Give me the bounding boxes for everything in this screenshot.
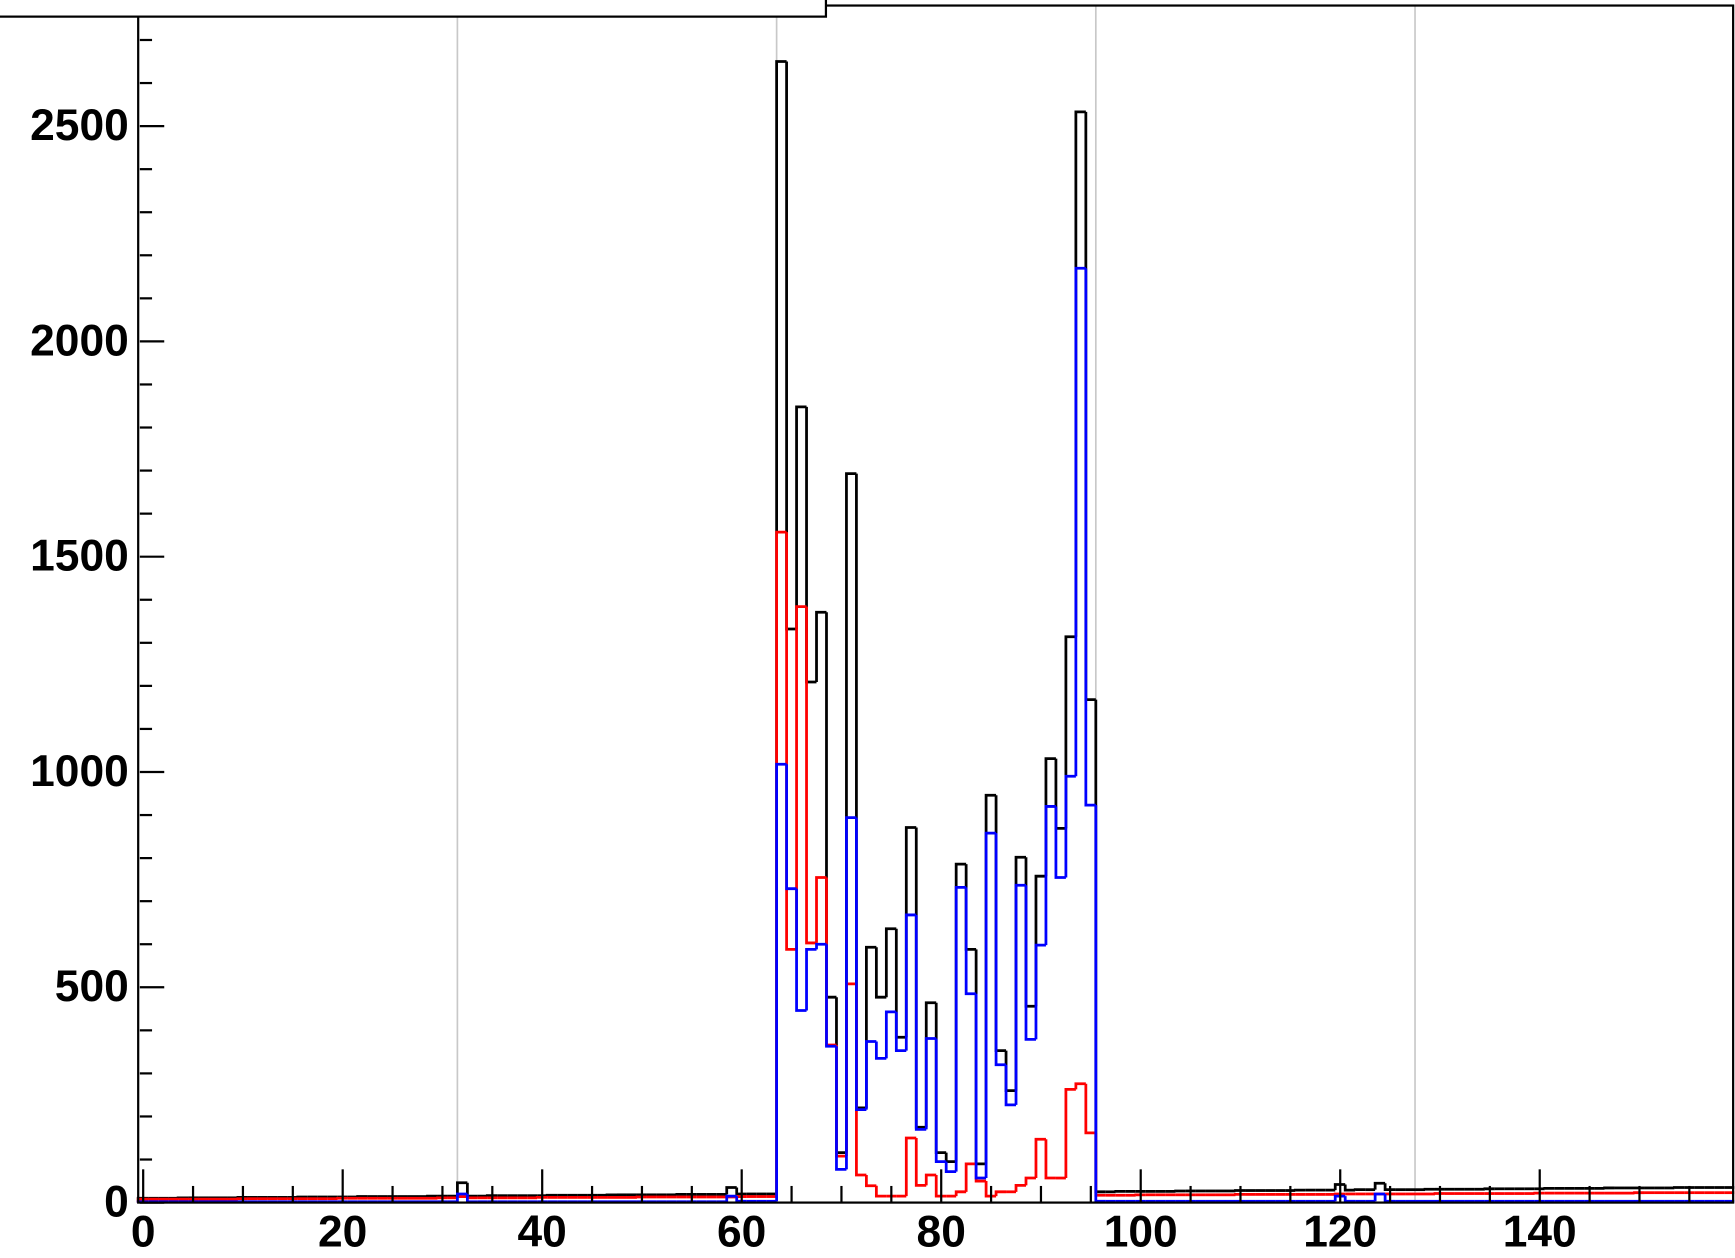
histogram-bin <box>456 1195 468 1198</box>
histogram-bin <box>725 1194 737 1202</box>
x-tick-label: 80 <box>917 1207 966 1256</box>
histogram-bin <box>1074 1082 1086 1090</box>
histogram-bin <box>964 887 977 996</box>
histogram-bin <box>1014 883 1026 1105</box>
histogram-bin <box>795 888 807 1012</box>
histogram-bin <box>1343 1196 1356 1203</box>
histogram-bin <box>1024 885 1036 1041</box>
histogram-bin <box>904 913 917 1051</box>
histogram-bin <box>874 1185 887 1198</box>
histogram-bin <box>924 1173 937 1186</box>
y-tick-label: 2000 <box>30 316 129 365</box>
histogram-bin <box>954 886 967 1172</box>
x-tick-label: 0 <box>131 1207 156 1256</box>
histogram-bin <box>1054 806 1066 879</box>
histogram-bin <box>775 762 787 1202</box>
histogram-bin <box>1064 1087 1076 1179</box>
y-tick-label: 500 <box>55 962 129 1011</box>
x-tick-label: 40 <box>518 1207 567 1256</box>
histogram-bin <box>845 816 857 1170</box>
histogram-bin <box>1064 774 1076 878</box>
histogram-bin <box>884 927 897 998</box>
histogram-bin <box>815 876 827 943</box>
histogram-bin <box>805 606 817 945</box>
histogram-bin <box>914 1137 927 1187</box>
histogram-bin <box>1333 1183 1346 1191</box>
histogram-bin <box>456 1192 468 1202</box>
histogram-bin <box>914 914 927 1131</box>
y-tick-label: 1000 <box>30 747 129 796</box>
histogram-bin <box>874 947 887 999</box>
histogram-bin <box>785 532 797 951</box>
histogram-bin <box>1333 1194 1346 1202</box>
histogram-bin <box>1024 1176 1036 1186</box>
histogram-bin <box>1034 1137 1046 1179</box>
histogram-bin <box>894 1011 907 1052</box>
title-box <box>0 0 828 18</box>
histogram-bin <box>954 1190 967 1197</box>
x-tick-label: 120 <box>1303 1207 1377 1256</box>
histogram-bin <box>865 1175 877 1188</box>
histogram-bin <box>456 1181 468 1197</box>
histogram-bin <box>1074 266 1086 777</box>
histogram-bin <box>984 831 997 1179</box>
histogram-bin <box>465 1196 478 1200</box>
histogram-bin <box>835 1046 847 1171</box>
histogram-bin <box>1383 1193 1396 1203</box>
histogram-bin <box>934 1038 947 1164</box>
histogram-bin <box>1383 1183 1396 1192</box>
histogram-bin <box>1343 1184 1356 1192</box>
histogram-bin <box>874 1041 887 1060</box>
frame <box>137 4 1735 1204</box>
histogram-bin <box>974 993 987 1180</box>
axes: 0 500 1000 1500 2000 2500 0 20 40 60 80 100 120 140 <box>30 38 1691 1256</box>
histogram-bin <box>855 817 867 1111</box>
histogram-bin <box>994 1190 1007 1197</box>
histogram-bin <box>805 948 817 1011</box>
histogram-bin <box>795 405 807 630</box>
histogram-bin <box>815 942 827 950</box>
histogram-bin <box>944 1161 957 1173</box>
histograms <box>136 60 1735 1204</box>
histogram-bin <box>1044 805 1056 946</box>
histogram-bin <box>795 605 807 950</box>
histogram-bin <box>1004 1064 1017 1107</box>
histogram-bin <box>1084 1083 1096 1135</box>
histogram-bin <box>1373 1192 1386 1202</box>
histogram-bin <box>1064 635 1076 829</box>
x-tick-label: 20 <box>318 1207 367 1256</box>
histogram-bin <box>1034 943 1046 1040</box>
histogram-bin <box>1094 805 1106 1203</box>
histogram-bin <box>884 1010 897 1059</box>
histogram-bin <box>725 1186 737 1195</box>
x-tick-label: 140 <box>1503 1207 1577 1256</box>
histogram-bin <box>865 1040 877 1110</box>
histogram-bin <box>924 1037 937 1130</box>
y-tick-label: 0 <box>104 1178 129 1227</box>
histogram-bin <box>984 1181 997 1198</box>
histogram-bin <box>1014 1183 1026 1192</box>
x-tick-label: 60 <box>717 1207 766 1256</box>
x-tick-label: 100 <box>1104 1207 1178 1256</box>
histogram-bin <box>735 1196 747 1203</box>
histogram-bin <box>994 833 1007 1067</box>
histogram-bin <box>735 1187 747 1196</box>
histogram-bin <box>1084 268 1096 807</box>
histogram-bin <box>934 1175 947 1198</box>
histogram-bin <box>904 1136 917 1197</box>
histogram-bin <box>785 764 797 891</box>
histogram-bin <box>815 610 827 682</box>
histogram-bin <box>1373 1181 1386 1190</box>
histogram-bin <box>1044 1139 1056 1180</box>
histogram-bin <box>964 1162 977 1192</box>
y-tick-label: 1500 <box>30 532 129 581</box>
histogram-bin <box>825 944 837 1048</box>
y-tick-label: 2500 <box>30 101 129 150</box>
